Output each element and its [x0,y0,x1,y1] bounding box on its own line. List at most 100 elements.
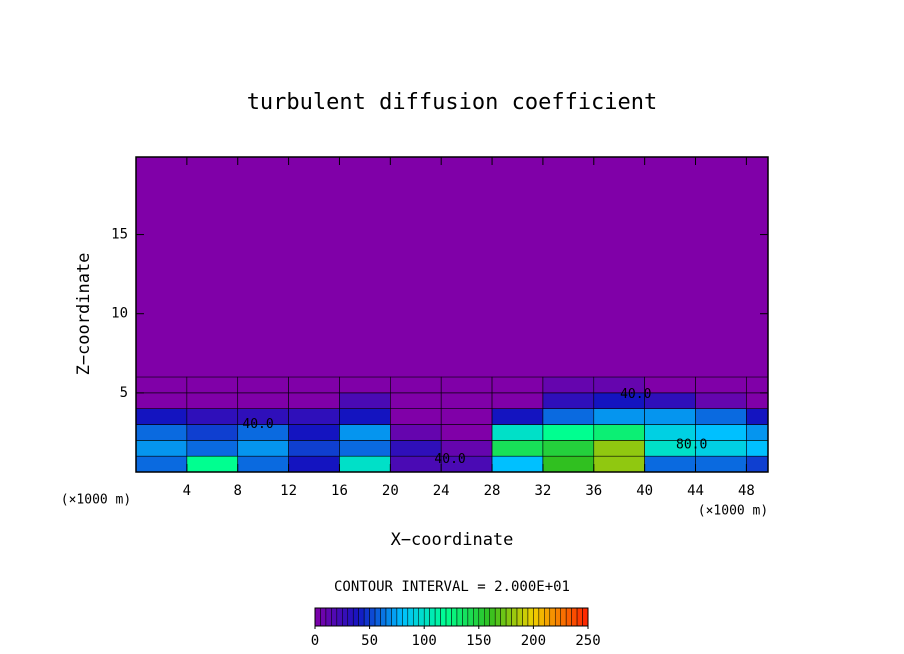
x-tick-label: 40 [636,483,653,499]
colorbar-stripe [451,607,458,627]
contour-cell [644,376,696,394]
colorbar-stripe [462,607,469,627]
colorbar-tick-label: 50 [361,633,378,649]
contour-cell [593,455,645,473]
y-axis-title: Z−coordinate [74,253,94,376]
colorbar-stripe [413,607,419,627]
y-tick-label: 10 [111,306,128,322]
x-tick-label: 48 [738,483,755,499]
contour-cell [440,408,493,425]
colorbar-stripe [467,607,474,627]
x-tick-label: 16 [331,483,348,499]
contour-cell [491,455,544,473]
colorbar-stripe [385,607,392,627]
contour-cell [186,455,239,473]
contour-cell [237,455,289,473]
colorbar-stripe [522,607,529,627]
colorbar-stripe [342,607,349,627]
colorbar-stripe [500,607,507,627]
contour-cell [390,392,442,409]
contour-cell [135,455,188,473]
colorbar-tick-label: 100 [412,633,437,649]
colorbar-stripe [429,607,436,627]
contour-cell [339,392,391,409]
y-tick-label: 5 [120,385,128,401]
colorbar-stripe [478,607,485,627]
contour-label: 80.0 [676,438,707,453]
contour-cell [491,440,544,457]
colorbar-stripe [352,607,359,627]
plot-area: 40.0 40.0 40.0 80.0 [135,156,769,473]
contour-label: 40.0 [620,387,651,402]
contour-cell [746,455,769,473]
contour-cell [135,424,188,441]
colorbar-stripe [325,607,332,627]
x-tick-label: 24 [433,483,450,499]
contour-cell [542,392,595,409]
contour-cell [339,440,391,457]
contour-cell [542,376,595,394]
contour-cell [746,376,769,394]
contour-cell [288,424,340,441]
contour-cell [186,408,239,425]
colorbar-stripe [516,607,523,627]
contour-cell [695,408,747,425]
contour-cell [542,408,595,425]
colorbar-stripe [407,607,414,627]
contour-cell [390,408,442,425]
colorbar-stripe [347,607,354,627]
contour-cell [746,408,769,425]
contour-cell [339,455,391,473]
colorbar-stripe [418,607,425,627]
colorbar-frame [314,607,589,627]
contour-label: 40.0 [434,452,465,467]
x-tick-label: 28 [484,483,501,499]
colorbar-stripe [402,607,409,627]
colorbar-stripe [505,607,512,627]
contour-cell [339,408,391,425]
contour-interval: CONTOUR INTERVAL = 2.000E+01 [334,579,570,595]
contour-cell [135,408,188,425]
colorbar-stripe [434,607,441,627]
contour-cell [542,424,595,441]
colorbar-tick-label: 250 [575,633,600,649]
colorbar-stripe [484,607,490,627]
contour-cell [746,440,769,457]
x-tick-label: 44 [687,483,704,499]
contour-cell [695,455,747,473]
colorbar-stripe [533,607,540,627]
colorbar-stripe [473,607,480,627]
contour-cell [135,376,188,394]
colorbar-stripe [576,607,583,627]
x-tick-label: 4 [183,483,191,499]
contour-label: 40.0 [242,417,273,432]
contour-cell [237,440,289,457]
colorbar-tick-label: 0 [311,633,319,649]
colorbar-stripe [363,607,370,627]
contour-cell [440,424,493,441]
colorbar-stripe [396,607,403,627]
colorbar-tick-label: 200 [521,633,546,649]
colorbar-stripe [544,607,551,627]
colorbar-stripe [489,607,496,627]
colorbar-stripe [380,607,387,627]
contour-cell [339,376,391,394]
x-tick-label: 12 [280,483,297,499]
x-unit-label: (×1000 m) [61,493,131,508]
contour-cell [491,408,544,425]
colorbar-stripe [565,607,572,627]
colorbar-stripe [423,607,430,627]
contour-cell [288,455,340,473]
colorbar-stripe [374,607,381,627]
colorbar-stripe [538,607,545,627]
contour-cell [542,455,595,473]
x-tick-label: 8 [234,483,242,499]
colorbar-stripe [440,607,447,627]
contour-cell [288,392,340,409]
contour-cell [390,376,442,394]
x-axis-title: X−coordinate [391,530,514,550]
contour-cell [491,424,544,441]
contour-cell [135,440,188,457]
contour-cell [237,392,289,409]
colorbar-stripe [527,607,534,627]
